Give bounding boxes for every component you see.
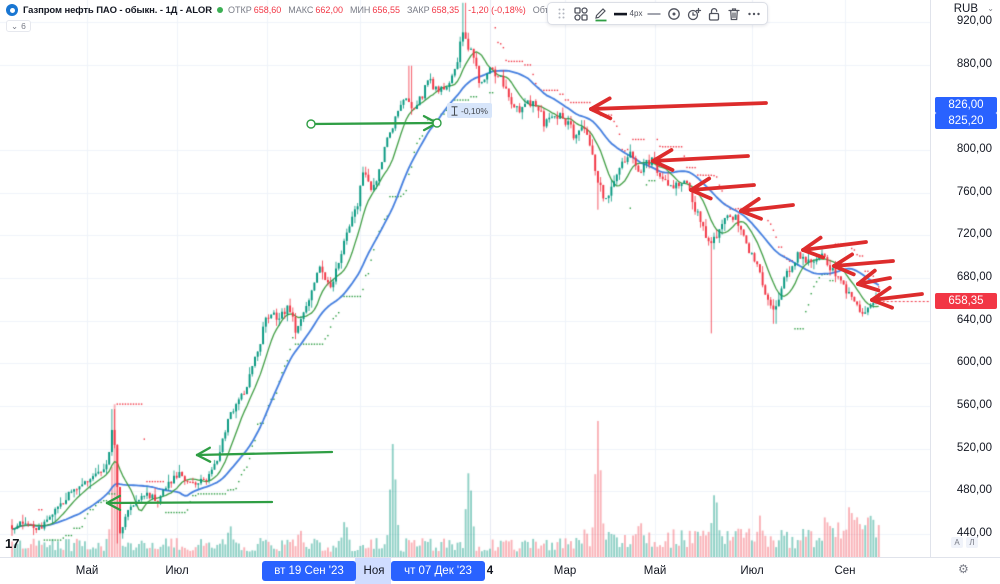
axis-mode-toggles: А Л bbox=[951, 537, 978, 548]
instrument-title[interactable]: Газпром нефть ПАО - обыкн. - 1Д - ALOR bbox=[23, 4, 212, 16]
unlock-button[interactable] bbox=[704, 4, 724, 23]
drag-handle-icon[interactable] bbox=[551, 4, 571, 23]
price-axis-label: 560,00 bbox=[956, 398, 992, 411]
time-axis-month-label: Июл bbox=[740, 565, 764, 577]
measure-price-badge: 825,20 bbox=[935, 113, 997, 129]
ohlc-item: ОТКР 658,60 bbox=[227, 5, 282, 15]
time-axis-year-label: 4 bbox=[486, 565, 494, 577]
ohlc-item: МАКС 662,00 bbox=[288, 5, 343, 15]
line-width-button[interactable]: 4px bbox=[611, 4, 644, 23]
more-options-button[interactable] bbox=[744, 4, 764, 23]
price-axis[interactable]: RUB ⌄ 920,00 880,00 800,00 760,00 720,00 680,… bbox=[930, 0, 1000, 557]
price-axis-label: 720,00 bbox=[956, 228, 992, 241]
add-alert-clock-button[interactable] bbox=[684, 4, 704, 23]
indicators-collapse-chip[interactable]: ⌄ 6 bbox=[6, 20, 31, 32]
price-axis-label: 440,00 bbox=[956, 526, 992, 539]
instrument-logo-icon bbox=[6, 4, 18, 16]
date-range-highlight bbox=[355, 558, 391, 584]
style-template-button[interactable] bbox=[571, 4, 591, 23]
price-axis-label: 520,00 bbox=[956, 441, 992, 454]
price-axis-label: 640,00 bbox=[956, 313, 992, 326]
price-axis-label: 680,00 bbox=[956, 270, 992, 283]
price-axis-label: 800,00 bbox=[956, 142, 992, 155]
watermark-text: 17 bbox=[5, 536, 20, 551]
price-axis-label: 600,00 bbox=[956, 356, 992, 369]
currency-label: RUB bbox=[953, 3, 978, 15]
indicators-count: 6 bbox=[21, 21, 26, 31]
chevron-down-icon: ⌄ bbox=[11, 20, 19, 31]
log-scale-toggle[interactable]: Л bbox=[966, 537, 978, 548]
time-axis-month-label: Июл bbox=[165, 565, 189, 577]
price-range-icon bbox=[451, 105, 458, 116]
date-badge-end: чт 07 Дек '23 bbox=[391, 561, 485, 581]
auto-scale-toggle[interactable]: А bbox=[951, 537, 963, 548]
measure-price-badge: 826,00 bbox=[935, 97, 997, 113]
date-badge-start: вт 19 Сен '23 bbox=[262, 561, 356, 581]
ohlc-item: МИН 656,55 bbox=[349, 5, 400, 15]
line-style-button[interactable] bbox=[644, 4, 664, 23]
market-open-dot-icon bbox=[216, 7, 223, 13]
price-axis-label: 880,00 bbox=[956, 57, 992, 70]
time-axis-month-label: Май bbox=[75, 565, 99, 577]
time-axis-month-label: Май bbox=[643, 565, 667, 577]
ohlc-item: ЗАКР 658,35 bbox=[406, 5, 460, 15]
last-price-badge: 658,35 bbox=[935, 293, 997, 309]
dot-marker-button[interactable] bbox=[664, 4, 684, 23]
price-axis-label: 480,00 bbox=[956, 484, 992, 497]
line-color-pencil-button[interactable] bbox=[591, 4, 611, 23]
axis-settings-gear-icon[interactable]: ⚙ bbox=[958, 562, 969, 576]
instrument-header: Газпром нефть ПАО - обыкн. - 1Д - ALOR О… bbox=[6, 4, 602, 16]
delete-trash-button[interactable] bbox=[724, 4, 744, 23]
ohlc-values: ОТКР 658,60 МАКС 662,00 МИН 656,55 ЗАКР 658,35-… bbox=[228, 5, 602, 15]
time-axis-month-label: Сен bbox=[834, 565, 856, 577]
time-axis-month-label: Ноя bbox=[363, 565, 385, 577]
time-axis[interactable]: Май Июл Ноя Мар Май Июл Сен 4 вт 19 Сен '23 чт 0… bbox=[0, 557, 1000, 584]
price-axis-label: 920,00 bbox=[956, 15, 992, 27]
measure-tool-label: -0,10% bbox=[447, 103, 492, 118]
price-chart-pane[interactable] bbox=[0, 0, 930, 557]
time-axis-month-label: Мар bbox=[553, 565, 577, 577]
ohlc-item: -1,20 (-0,18%) bbox=[468, 5, 526, 15]
axis-caret-icon[interactable]: ⌄ bbox=[987, 4, 994, 13]
line-width-value: 4px bbox=[629, 9, 643, 18]
price-axis-label: 760,00 bbox=[956, 185, 992, 198]
measure-change-value: -0,10% bbox=[461, 105, 488, 116]
drawing-toolbar: 4px bbox=[547, 2, 768, 25]
